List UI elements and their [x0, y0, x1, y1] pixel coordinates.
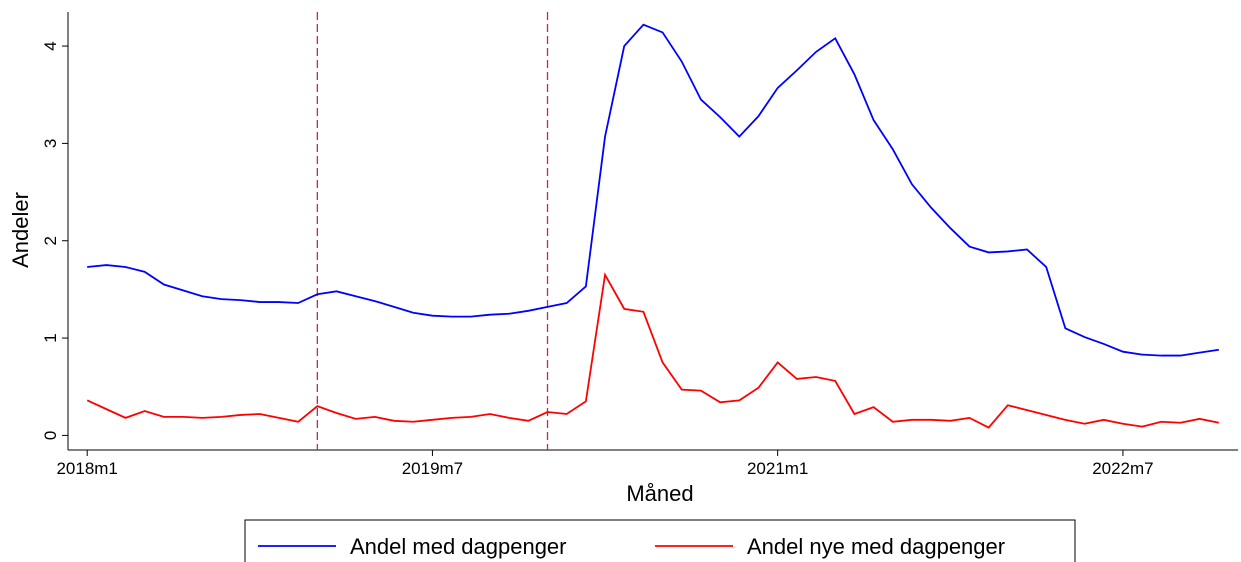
- series-line: [86, 272, 1219, 429]
- y-tick-label: 1: [41, 333, 60, 342]
- series-line: [87, 23, 1219, 357]
- y-tick-label: 2: [41, 236, 60, 245]
- legend-label: Andel med dagpenger: [350, 534, 567, 559]
- legend-label: Andel nye med dagpenger: [747, 534, 1005, 559]
- x-tick-label: 2021m1: [747, 459, 808, 478]
- x-axis-label: Måned: [626, 481, 693, 506]
- legend-box: [244, 519, 1076, 562]
- y-axis-label: Andeler: [8, 192, 33, 268]
- x-tick-label: 2019m7: [402, 459, 463, 478]
- x-tick-label: 2022m7: [1092, 459, 1153, 478]
- y-tick-label: 0: [41, 431, 60, 440]
- x-tick-label: 2018m1: [56, 459, 117, 478]
- y-tick-label: 4: [41, 41, 60, 50]
- y-tick-label: 3: [41, 139, 60, 148]
